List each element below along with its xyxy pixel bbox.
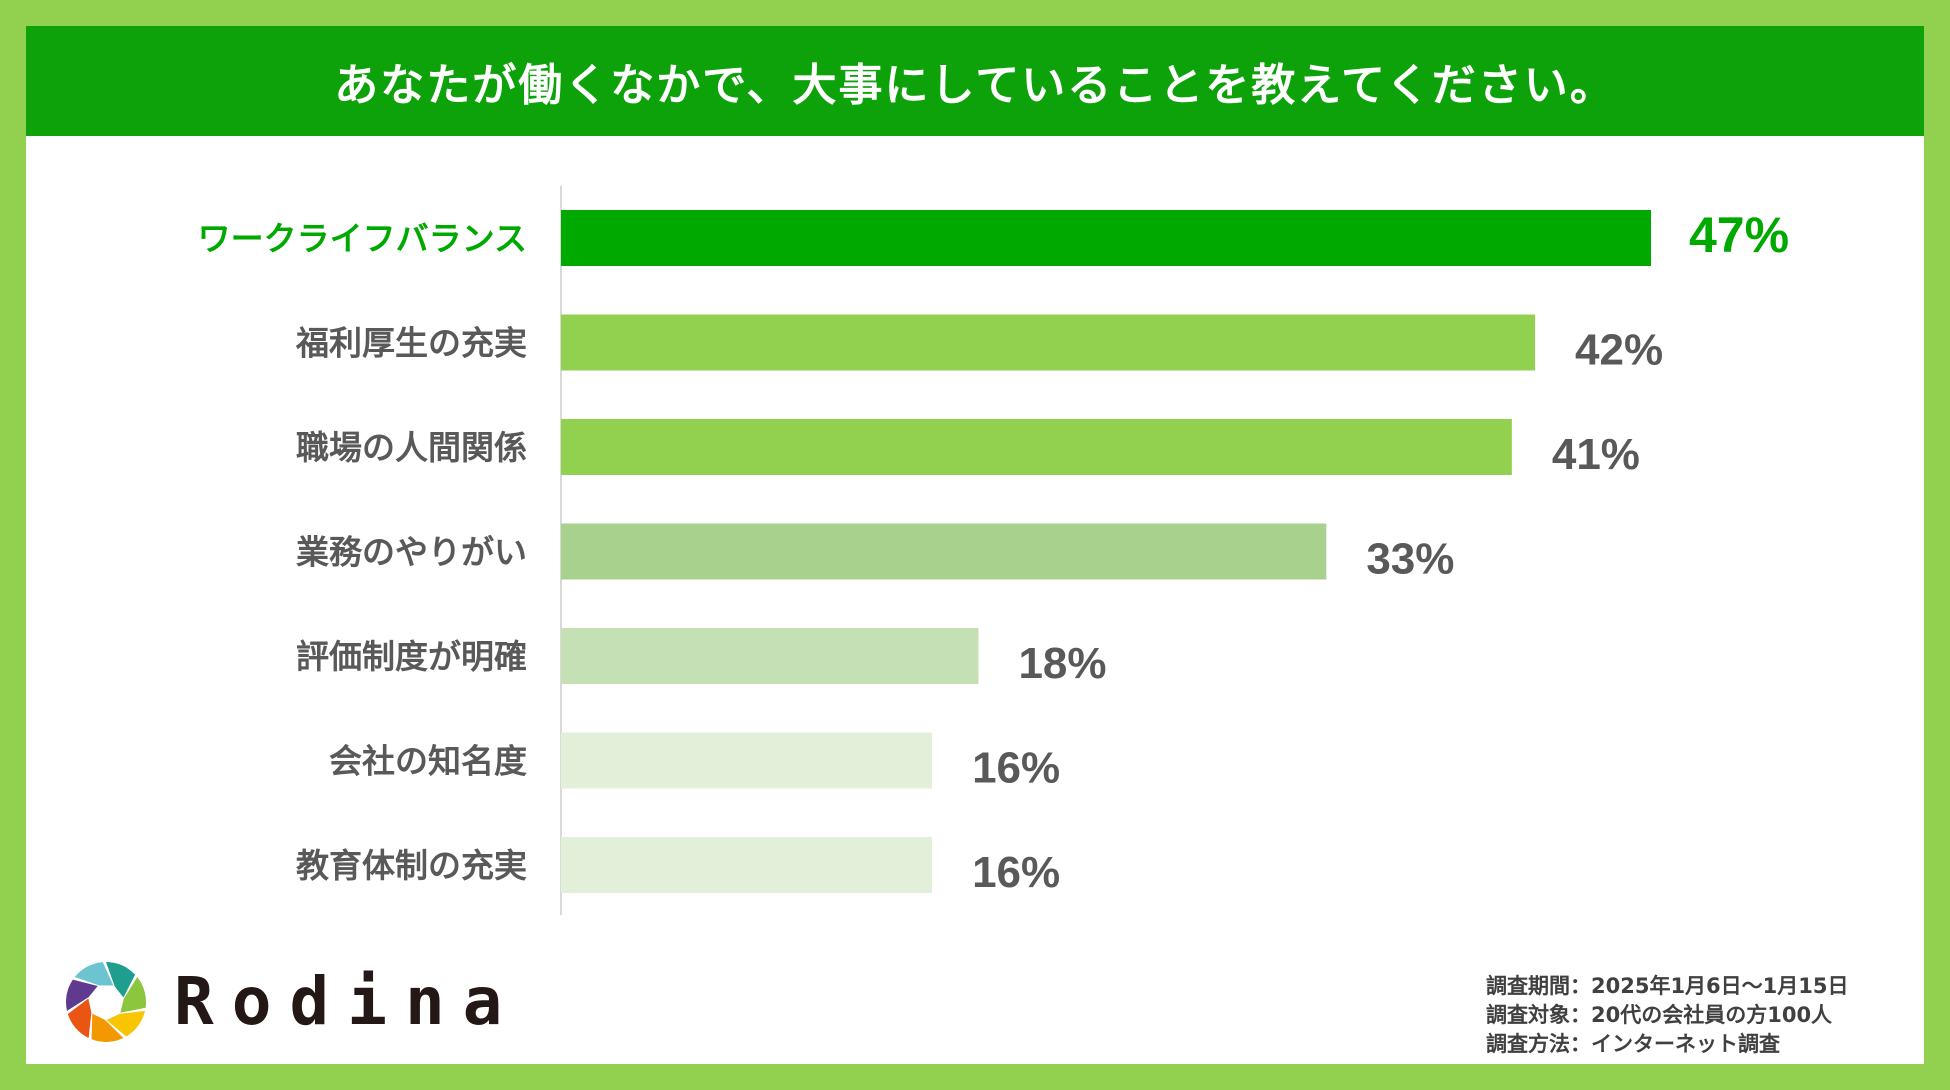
survey-period: 調査期間：2025年1月6日～1月15日 [1486,974,1849,998]
value-label-4: 33% [1366,535,1454,584]
brand-logo: Rodina [64,960,520,1044]
logo-segment-2 [120,977,146,1013]
value-label-1: 47% [1689,207,1789,263]
bar-5 [561,628,979,684]
value-label-5: 18% [1018,639,1106,688]
aperture-logo-icon [65,962,146,1043]
logo-segment-6 [65,979,98,1011]
survey-notes: 調査期間：2025年1月6日～1月15日 調査対象：20代の会社員の方100人 … [1486,972,1849,1059]
chart-title: あなたが働くなかで、大事にしていることを教えてください。 [334,60,1616,111]
value-label-6: 16% [972,744,1060,793]
category-label-3: 職場の人間関係 [296,428,527,467]
bar-7 [561,837,933,893]
category-label-6: 会社の知名度 [329,742,527,781]
survey-method: 調査方法：インターネット調査 [1486,1032,1780,1056]
category-label-5: 評価制度が明確 [296,637,527,676]
logo-center [90,986,122,1018]
survey-target: 調査対象：20代の会社員の方100人 [1486,1003,1833,1027]
value-label-3: 41% [1552,430,1640,479]
logo-segment-5 [67,998,92,1039]
logo-segment-1 [106,962,136,998]
value-label-2: 42% [1575,326,1663,375]
category-label-4: 業務のやりがい [296,533,527,572]
bar-4 [561,523,1327,580]
bar-1 [561,210,1651,266]
category-label-7: 教育体制の充実 [296,846,527,885]
logo-segment-4 [91,1013,124,1043]
bar-3 [561,419,1512,475]
bar-2 [561,314,1536,371]
value-label-7: 16% [972,848,1060,897]
logo-segment-7 [74,962,114,986]
logo-segment-3 [106,1010,145,1037]
bar-6 [561,732,933,789]
brand-name: Rodina [174,963,521,1040]
title-bar: あなたが働くなかで、大事にしていることを教えてください。 [26,26,1924,136]
category-label-2: 福利厚生の充実 [295,324,527,363]
category-label-1: ワークライフバランス [198,219,527,258]
